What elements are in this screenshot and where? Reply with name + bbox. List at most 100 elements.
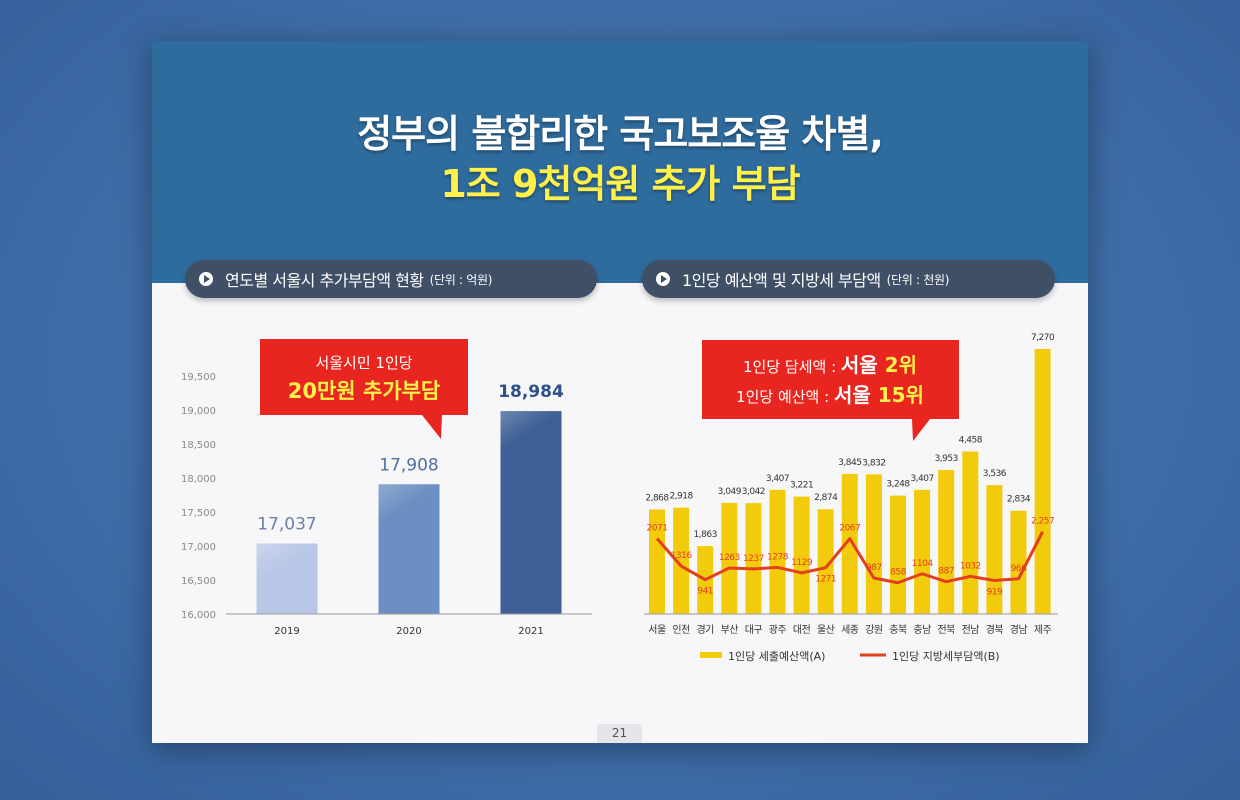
header-band: 정부의 불합리한 국고보조율 차별, 1조 9천억원 추가 부담	[152, 41, 1088, 283]
right-bar	[793, 496, 810, 614]
left-y-tick-label: 19,500	[181, 372, 216, 383]
left-bar-shine	[378, 484, 440, 525]
right-x-tick-label: 경남	[1010, 623, 1028, 636]
right-bar-value-label: 3,536	[983, 469, 1007, 479]
right-line-value-label: 919	[987, 588, 1003, 598]
right-bar	[745, 503, 762, 614]
right-line-value-label: 1316	[671, 551, 693, 561]
right-bar-value-label: 3,042	[742, 487, 765, 497]
legend-swatch-a	[700, 652, 722, 658]
right-x-tick-label: 충남	[913, 624, 931, 636]
right-bar	[865, 474, 882, 614]
right-bar	[914, 489, 931, 614]
play-icon	[199, 272, 213, 286]
left-callout: 서울시민 1인당 20만원 추가부담	[260, 339, 468, 439]
right-bar-value-label: 3,049	[718, 487, 742, 497]
page-number: 21	[597, 724, 642, 743]
left-y-tick-label: 17,000	[181, 542, 216, 553]
right-x-tick-label: 광주	[769, 624, 787, 636]
right-line-value-label: 987	[866, 563, 882, 573]
right-bar-value-label: 3,845	[838, 458, 861, 468]
right-bar	[986, 485, 1003, 614]
right-line-series	[655, 531, 1044, 585]
right-x-tick-label: 울산	[817, 624, 835, 636]
left-y-tick-label: 16,500	[181, 576, 216, 587]
right-x-tick-label: 인천	[672, 624, 690, 636]
left-y-tick-label: 18,500	[181, 440, 216, 451]
right-bar-value-label: 3,221	[790, 481, 813, 491]
left-x-tick-label: 2019	[274, 626, 299, 637]
right-bar-value-label: 2,874	[814, 493, 838, 503]
right-bar	[962, 451, 979, 614]
page-subtitle: 1조 9천억원 추가 부담	[440, 162, 800, 206]
right-line-value-label: 2,257	[1031, 517, 1054, 527]
right-bar	[1034, 349, 1051, 614]
right-bar-value-label: 7,270	[1031, 333, 1055, 343]
right-x-tick-label: 서울	[648, 624, 666, 636]
left-y-tick-label: 19,000	[181, 406, 216, 417]
left-callout-line2: 20만원 추가부담	[288, 379, 440, 403]
right-bar-value-label: 1,863	[694, 530, 717, 540]
right-line-value-label: 1104	[912, 559, 934, 569]
right-x-tick-label: 강원	[865, 624, 883, 636]
left-x-tick-label: 2020	[396, 626, 421, 637]
right-bar-value-label: 3,832	[862, 458, 885, 468]
left-callout-line1: 서울시민 1인당	[315, 354, 412, 372]
left-bar-value-label: 18,984	[498, 382, 564, 402]
right-bar-value-label: 3,407	[766, 474, 789, 484]
legend-label-a: 1인당 세출예산액(A)	[728, 650, 825, 663]
left-bar-value-label: 17,037	[257, 514, 316, 534]
right-line-value-label: 887	[938, 567, 954, 577]
left-section-unit: (단위 : 억원)	[429, 272, 493, 287]
right-bar-value-label: 3,248	[886, 480, 910, 490]
left-bar-value-label: 17,908	[379, 455, 438, 475]
right-x-tick-label: 대구	[745, 624, 763, 636]
right-section-header: 1인당 예산액 및 지방세 부담액 (단위 : 천원)	[642, 260, 1055, 298]
right-bar	[649, 509, 665, 614]
right-bar-value-label: 2,834	[1007, 495, 1031, 505]
right-legend: 1인당 세출예산액(A) 1인당 지방세부담액(B)	[700, 650, 1000, 663]
right-x-tick-label: 제주	[1034, 624, 1052, 636]
right-bar	[817, 509, 834, 614]
right-x-tick-label: 경기	[696, 623, 713, 636]
right-callout-line1: 1인당 담세액 : 서울 2위	[743, 353, 917, 377]
right-bar	[769, 489, 786, 614]
right-bar	[673, 507, 690, 614]
right-x-tick-label: 전남	[962, 624, 980, 636]
right-callout-line2: 1인당 예산액 : 서울 15위	[736, 383, 924, 407]
right-line-value-label: 941	[697, 587, 713, 597]
right-bar	[841, 473, 858, 614]
right-line-value-label: 966	[1011, 564, 1027, 574]
right-callout: 1인당 담세액 : 서울 2위 1인당 예산액 : 서울 15위	[702, 340, 959, 441]
right-bar-value-label: 2,868	[645, 493, 669, 503]
right-line-value-label: 1271	[815, 575, 836, 585]
right-bar-value-label: 3,953	[935, 454, 958, 464]
right-line-value-label: 1278	[767, 552, 789, 562]
left-bar-shine	[500, 411, 562, 452]
right-bar-value-label: 4,458	[959, 436, 983, 446]
left-x-tick-label: 2021	[518, 626, 543, 637]
right-line-value-label: 1263	[719, 553, 740, 563]
right-bar-value-label: 2,918	[669, 492, 693, 502]
play-icon	[656, 272, 670, 286]
right-x-tick-label: 전북	[937, 624, 955, 636]
right-bar	[1010, 510, 1027, 614]
right-line-value-label: 2067	[839, 524, 860, 534]
left-y-tick-label: 17,500	[181, 508, 216, 519]
right-line-value-label: 2071	[647, 524, 668, 534]
left-section-title: 연도별 서울시 추가부담액 현황	[225, 271, 424, 290]
slide: 정부의 불합리한 국고보조율 차별, 1조 9천억원 추가 부담 연도별 서울시…	[152, 41, 1088, 743]
left-y-tick-label: 18,000	[181, 474, 216, 485]
left-section-header: 연도별 서울시 추가부담액 현황 (단위 : 억원)	[185, 260, 597, 298]
right-bar	[938, 469, 955, 614]
right-line-value-label: 1237	[743, 554, 764, 564]
left-bar-chart: 16,000 16,500 17,000 17,500 18,000 18,500 19,0…	[181, 339, 592, 637]
right-bar	[890, 495, 906, 614]
right-bar-value-label: 3,407	[910, 474, 933, 484]
right-x-tick-label: 부산	[721, 624, 739, 636]
right-line-value-label: 1129	[791, 558, 813, 568]
right-line-value-label: 1032	[960, 561, 981, 571]
legend-label-b: 1인당 지방세부담액(B)	[892, 650, 1000, 663]
right-bar	[721, 502, 738, 614]
